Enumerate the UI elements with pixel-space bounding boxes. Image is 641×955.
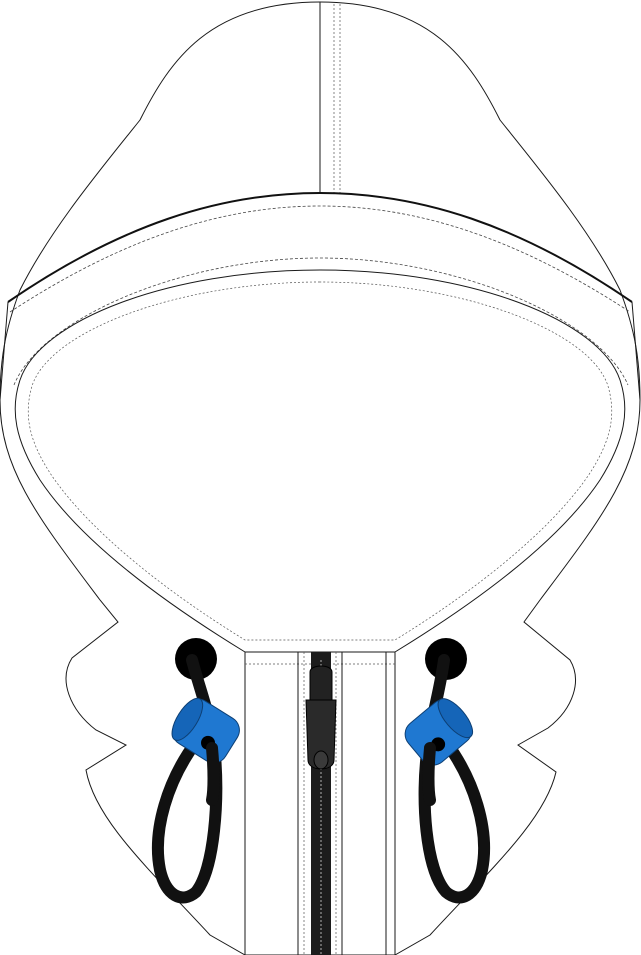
zipper-pull-icon bbox=[305, 665, 337, 770]
face-opening-stitch bbox=[27, 281, 613, 641]
drawcord-right-segment bbox=[422, 742, 436, 806]
brim-stitch-upper bbox=[9, 205, 631, 313]
cord-lock-left-icon bbox=[171, 697, 240, 764]
cord-lock-right-icon bbox=[404, 698, 474, 766]
brim-top-edge bbox=[7, 191, 633, 303]
drawcord-left-segment bbox=[206, 742, 220, 806]
band-side-left bbox=[0, 301, 9, 401]
band-side-right bbox=[631, 301, 641, 401]
brim-stitch-lower bbox=[13, 257, 629, 386]
